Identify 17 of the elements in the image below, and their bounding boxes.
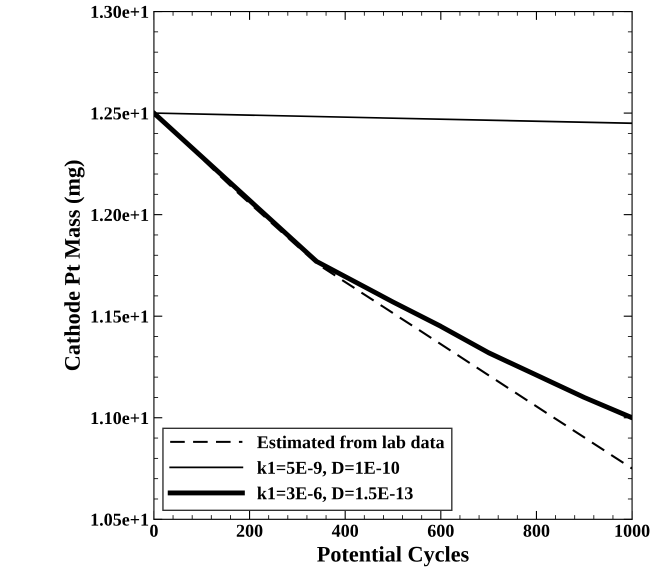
y-tick-label: 1.30e+1 xyxy=(92,6,148,18)
x-tick-label: 400 xyxy=(332,524,358,537)
y-axis-title: Cathode Pt Mass (mg) xyxy=(64,160,85,370)
x-axis-title: Potential Cycles xyxy=(317,546,469,566)
y-tick-label: 1.20e+1 xyxy=(92,208,148,222)
legend-label: k1=3E-6, D=1.5E-13 xyxy=(257,486,413,502)
y-tick-label: 1.05e+1 xyxy=(92,514,148,526)
x-tick-label: 0 xyxy=(150,524,158,537)
x-tick-label: 1000 xyxy=(615,524,650,537)
x-tick-label: 200 xyxy=(236,524,262,537)
y-tick-label: 1.15e+1 xyxy=(92,310,148,323)
y-tick-label: 1.10e+1 xyxy=(92,412,148,424)
legend-label: Estimated from lab data xyxy=(257,435,444,448)
x-tick-label: 600 xyxy=(428,524,454,537)
x-tick-label: 800 xyxy=(524,524,550,537)
y-tick-label: 1.25e+1 xyxy=(92,107,148,120)
legend-label: k1=5E-9, D=1E-10 xyxy=(257,461,400,476)
